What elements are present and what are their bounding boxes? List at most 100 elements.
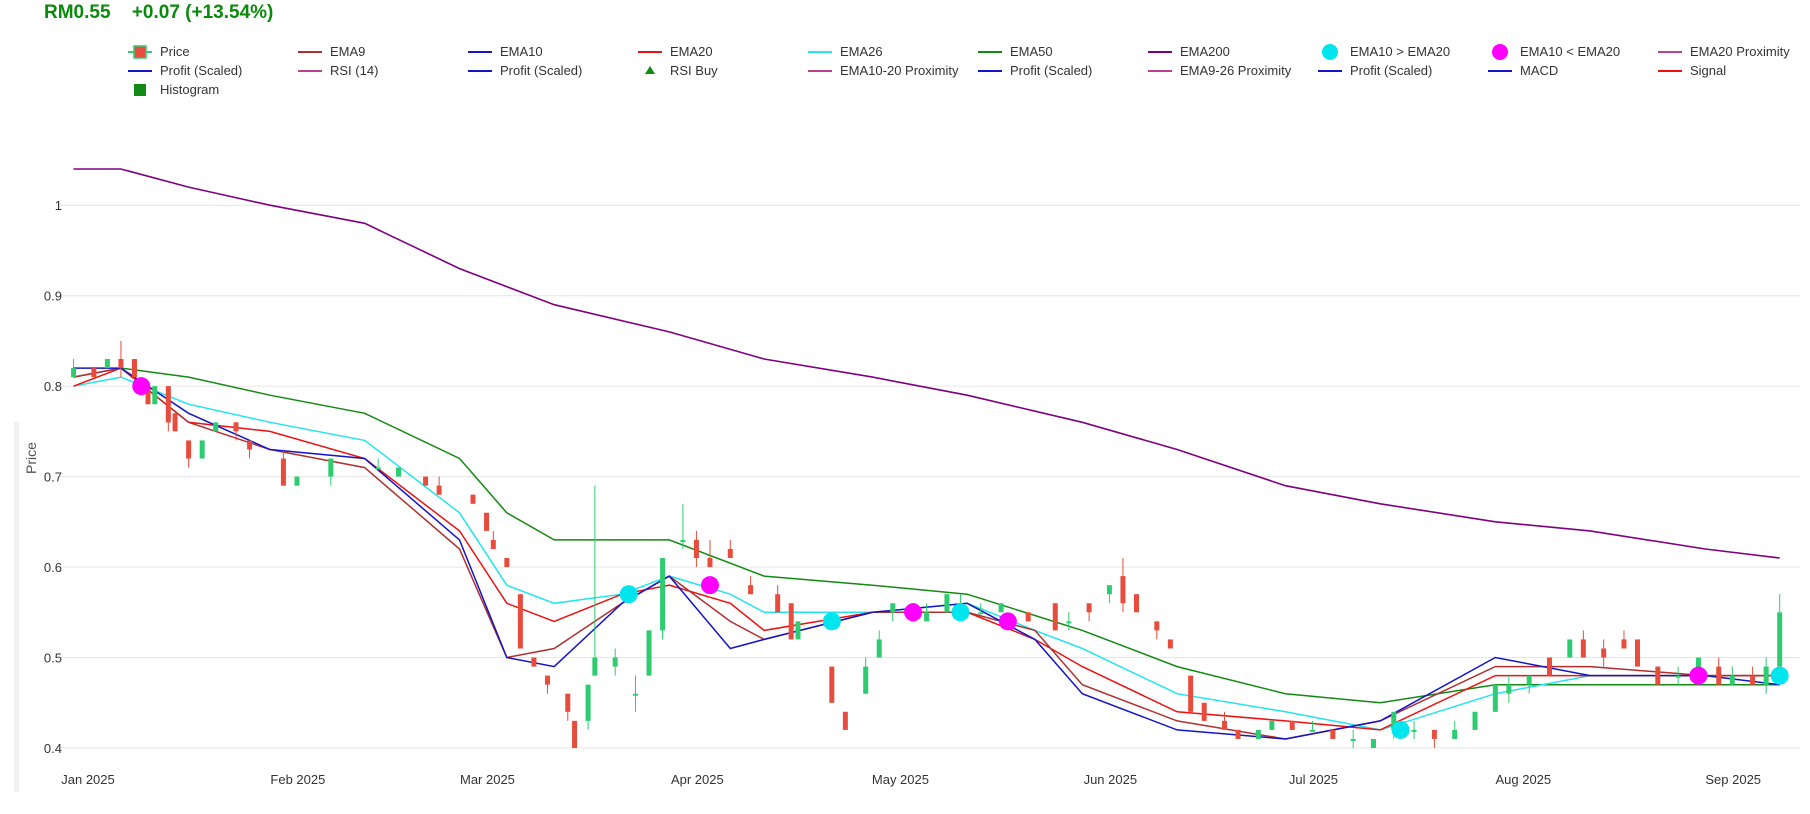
- candle: [1066, 612, 1072, 631]
- legend-label: MACD: [1520, 63, 1559, 78]
- candle: [1763, 657, 1769, 694]
- candle-body: [646, 630, 652, 676]
- candle: [1621, 630, 1627, 649]
- candle: [544, 675, 550, 694]
- candle-body: [1052, 603, 1058, 631]
- legend-item[interactable]: RSI Buy: [645, 63, 718, 78]
- legend-item[interactable]: EMA10 < EMA20: [1492, 44, 1620, 60]
- legend-item[interactable]: MACD: [1488, 63, 1559, 78]
- candle: [470, 494, 476, 504]
- legend-label: Profit (Scaled): [1350, 63, 1433, 78]
- legend-item[interactable]: EMA10-20 Proximity: [808, 63, 958, 78]
- legend-item[interactable]: Profit (Scaled): [468, 63, 583, 78]
- legend-item[interactable]: Price: [128, 44, 190, 59]
- candle: [152, 386, 158, 405]
- candle: [748, 576, 754, 595]
- y-tick-label: 0.8: [44, 379, 62, 394]
- candle-body: [592, 657, 598, 676]
- legend-item[interactable]: EMA10 > EMA20: [1322, 44, 1450, 60]
- ema-cross-up-marker: [822, 612, 841, 631]
- candle-body: [1695, 657, 1701, 676]
- legend-item[interactable]: EMA9: [298, 44, 365, 59]
- x-tick-label: Feb 2025: [270, 772, 325, 787]
- candle-body: [1675, 675, 1681, 678]
- candle-body: [1506, 684, 1512, 694]
- candle-body: [294, 476, 300, 486]
- candle: [1567, 639, 1573, 658]
- ema-cross-down-marker: [132, 377, 151, 396]
- legend-item[interactable]: RSI (14): [298, 63, 378, 78]
- candle: [1750, 666, 1756, 685]
- candle: [1635, 639, 1641, 667]
- legend-label: Profit (Scaled): [500, 63, 583, 78]
- candle: [1370, 738, 1376, 748]
- y-tick-label: 0.9: [44, 289, 62, 304]
- legend-item[interactable]: EMA9-26 Proximity: [1148, 63, 1291, 78]
- candle: [890, 603, 896, 622]
- grid-layer: [60, 204, 1800, 749]
- candle-body: [944, 594, 950, 613]
- candle: [978, 603, 984, 615]
- candle: [646, 630, 652, 676]
- triangle-icon: [636, 63, 664, 79]
- ema-cross-down-marker: [904, 603, 923, 622]
- candle-body: [247, 440, 253, 450]
- candle-body: [1106, 585, 1112, 595]
- candle: [632, 675, 638, 712]
- legend-item[interactable]: Profit (Scaled): [128, 63, 242, 78]
- candle: [490, 530, 496, 549]
- candle-body: [1154, 621, 1160, 631]
- legend-line-swatch: [1146, 44, 1174, 60]
- legend-line-swatch: [1656, 63, 1684, 79]
- candle: [1222, 711, 1228, 730]
- candle-body: [199, 440, 205, 459]
- candle: [375, 458, 381, 470]
- candle-body: [1411, 729, 1417, 732]
- legend-item[interactable]: Signal: [1658, 63, 1726, 78]
- candle-body: [1188, 675, 1194, 712]
- legend-item[interactable]: EMA20 Proximity: [1658, 44, 1790, 59]
- candle: [294, 476, 300, 486]
- candle: [1289, 720, 1295, 730]
- candle: [565, 693, 571, 721]
- legend-item[interactable]: EMA20: [638, 44, 713, 59]
- candle: [423, 476, 429, 486]
- candle: [680, 503, 686, 549]
- legend-line-swatch: [806, 44, 834, 60]
- candle-body: [1763, 666, 1769, 685]
- candle: [707, 539, 713, 568]
- legend-item[interactable]: Profit (Scaled): [1318, 63, 1433, 78]
- legend-item[interactable]: EMA26: [808, 44, 883, 59]
- legend-item[interactable]: EMA10: [468, 44, 543, 59]
- candle-body: [484, 512, 490, 531]
- candle-body: [572, 720, 578, 748]
- candle: [104, 359, 110, 369]
- legend-item[interactable]: EMA50: [978, 44, 1053, 59]
- candle-body: [863, 666, 869, 694]
- legend-line-swatch: [466, 44, 494, 60]
- candle-body: [504, 558, 510, 568]
- candle-body: [1655, 666, 1661, 685]
- candle-body: [1729, 675, 1735, 685]
- ema-lines: [73, 168, 1780, 740]
- candle: [693, 530, 699, 568]
- candle: [572, 720, 578, 748]
- candle-body: [1621, 639, 1627, 649]
- candle: [1546, 657, 1552, 676]
- candle: [517, 594, 523, 649]
- candle-body: [1222, 720, 1228, 730]
- candle-body: [693, 539, 699, 559]
- legend-item[interactable]: EMA200: [1148, 44, 1230, 59]
- candle-body: [1370, 738, 1376, 748]
- legend-item[interactable]: Profit (Scaled): [978, 63, 1093, 78]
- candle-body: [632, 693, 638, 696]
- legend-item[interactable]: Histogram: [134, 82, 219, 97]
- candle: [172, 413, 178, 432]
- legend-label: Profit (Scaled): [1010, 63, 1093, 78]
- candle-body: [280, 458, 286, 486]
- candle-body: [423, 476, 429, 486]
- candle-body: [788, 603, 794, 640]
- candle: [1086, 603, 1092, 622]
- ema-line-ema26: [73, 376, 1780, 731]
- candle: [876, 630, 882, 658]
